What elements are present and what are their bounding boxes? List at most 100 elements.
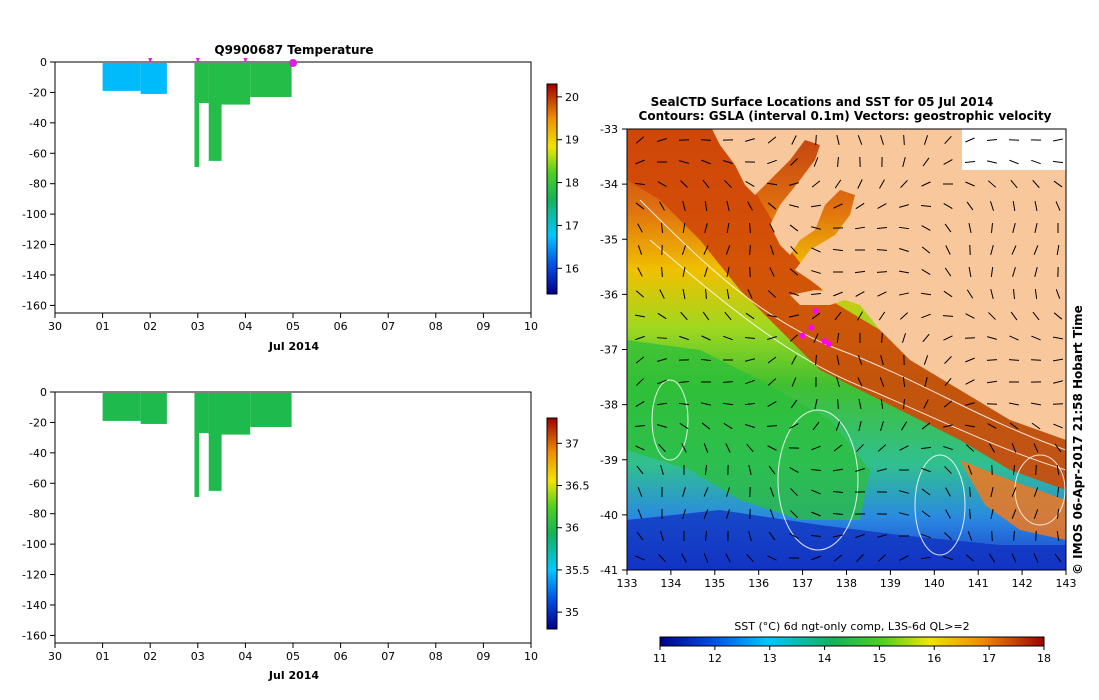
- velocity-vector: [700, 359, 712, 361]
- velocity-vector: [811, 511, 821, 517]
- salinity-y-axis: 0 -20 -40 -60 -80 -100 -120 -140 -160: [22, 386, 55, 642]
- velocity-vector: [679, 335, 689, 341]
- velocity-vector: [659, 201, 665, 211]
- velocity-vector: [944, 223, 952, 233]
- velocity-vector: [702, 179, 710, 189]
- salinity-panel: 0 -20 -40 -60 -80 -100 -120 -140 -160 30 01 02 03 04…: [22, 386, 589, 682]
- velocity-vector: [810, 204, 822, 208]
- velocity-vector: [1054, 553, 1062, 563]
- velocity-vector: [1012, 200, 1016, 212]
- velocity-vector: [637, 509, 643, 519]
- velocity-vector: [1010, 311, 1018, 321]
- time-marker: [148, 58, 153, 63]
- velocity-vector: [969, 508, 971, 520]
- velocity-vector: [1034, 288, 1038, 300]
- velocity-vector: [1030, 402, 1042, 406]
- salinity-x-label: Jul 2014: [268, 669, 319, 682]
- velocity-vector: [1012, 464, 1016, 476]
- velocity-vector: [857, 355, 863, 365]
- velocity-vector: [635, 400, 645, 408]
- time-marker: [243, 58, 248, 63]
- velocity-vector: [987, 160, 997, 164]
- velocity-vector: [988, 553, 996, 563]
- velocity-vector: [745, 423, 755, 429]
- velocity-vector: [770, 245, 774, 255]
- velocity-vector: [832, 534, 844, 538]
- cast-bar: [194, 393, 209, 434]
- velocity-vector: [702, 311, 710, 321]
- velocity-vector: [768, 465, 776, 475]
- land-mass: [712, 129, 1066, 440]
- colorbar-tick-label: 19: [565, 134, 579, 147]
- velocity-vector: [1053, 380, 1063, 384]
- velocity-vector: [723, 422, 733, 430]
- seal-locations: [799, 307, 832, 347]
- seal-location: [808, 324, 815, 331]
- velocity-vector: [881, 332, 883, 344]
- velocity-vector: [680, 180, 688, 188]
- velocity-vector: [921, 467, 931, 473]
- velocity-vector: [723, 160, 733, 164]
- velocity-vector: [722, 381, 734, 383]
- velocity-vector: [1011, 509, 1017, 519]
- velocity-vector: [877, 534, 887, 538]
- velocity-vector: [660, 465, 664, 475]
- velocity-vector: [855, 291, 865, 297]
- velocity-vector: [766, 425, 778, 427]
- velocity-vector: [833, 291, 843, 297]
- colorbar-tick-label: 16: [565, 262, 579, 275]
- velocity-vector: [789, 268, 799, 276]
- velocity-vector: [746, 443, 754, 453]
- velocity-vector: [703, 487, 709, 497]
- velocity-vector: [746, 553, 754, 563]
- velocity-vector: [903, 398, 905, 410]
- velocity-vector: [745, 138, 755, 142]
- velocity-vector: [899, 490, 909, 494]
- velocity-vector: [902, 376, 906, 388]
- velocity-vector: [966, 201, 974, 211]
- velocity-vector: [877, 468, 887, 472]
- velocity-vector: [789, 224, 799, 232]
- velocity-vector: [767, 356, 777, 364]
- x-tick-label: 30: [48, 320, 62, 333]
- velocity-vector: [701, 159, 711, 165]
- velocity-vector: [990, 509, 994, 519]
- y-tick-label: -140: [22, 599, 47, 612]
- velocity-vector: [1054, 443, 1062, 453]
- salinity-x-axis: 30 01 02 03 04 05 06 07 08 09 10: [48, 643, 538, 663]
- lat-tick-label: -39: [600, 454, 618, 467]
- salinity-casts: [102, 393, 292, 497]
- cast-bar: [208, 63, 251, 105]
- velocity-vector: [1052, 358, 1064, 362]
- velocity-vector: [679, 422, 689, 430]
- velocity-vector: [681, 245, 687, 255]
- velocity-vector: [767, 378, 777, 386]
- x-tick-label: 02: [143, 320, 157, 333]
- velocity-vector: [637, 223, 643, 233]
- temperature-x-axis: 30 01 02 03 04 05 06 07 08 09 10: [48, 313, 538, 333]
- temperature-colorbar-ticks: 16 17 18 19 20: [557, 91, 579, 275]
- velocity-vector: [898, 226, 910, 230]
- velocity-vector: [767, 159, 777, 165]
- no-data-area: [962, 129, 1066, 170]
- velocity-vector: [987, 180, 997, 188]
- velocity-vector: [789, 533, 799, 539]
- velocity-vector: [1031, 159, 1041, 165]
- seal-location: [812, 307, 819, 314]
- y-tick-label: 0: [40, 56, 47, 69]
- velocity-vector: [857, 179, 863, 189]
- velocity-vector: [899, 555, 909, 561]
- velocity-vector: [811, 445, 821, 451]
- colorbar-tick-label: 35.5: [565, 564, 590, 577]
- velocity-vector: [789, 467, 799, 473]
- velocity-vector: [790, 399, 798, 409]
- velocity-vector: [969, 486, 971, 498]
- warm-current-band: [627, 129, 1066, 490]
- velocity-vector: [880, 421, 884, 431]
- colorbar-tick-label: 37: [565, 437, 579, 450]
- velocity-vector: [767, 136, 777, 144]
- velocity-vector: [944, 356, 952, 364]
- velocity-vector: [903, 134, 905, 146]
- velocity-vector: [1012, 223, 1016, 233]
- velocity-vector: [920, 205, 932, 207]
